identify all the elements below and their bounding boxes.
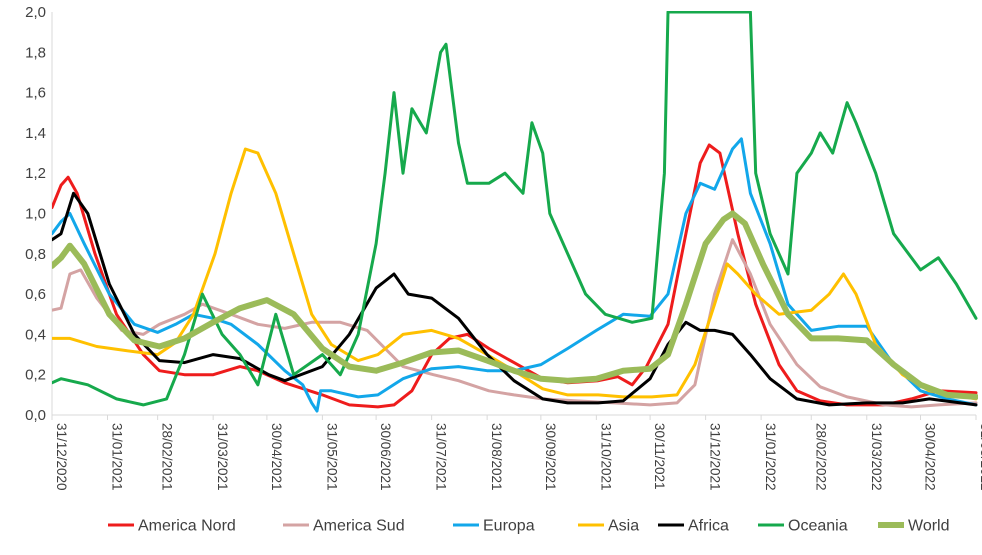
legend-item: America Sud	[283, 518, 405, 535]
x-tick-label: 31/01/2021	[110, 423, 125, 491]
y-tick-label: 1,2	[25, 165, 46, 182]
y-tick-label: 0,8	[25, 246, 46, 263]
x-tick-label: 30/11/2021	[652, 423, 667, 490]
legend-item: America Nord	[108, 518, 236, 535]
x-tick-label: 31/08/2021	[489, 423, 504, 491]
x-tick-label: 28/02/2021	[160, 423, 175, 491]
legend: America Nord America Sud Europa Asia Africa O…	[108, 518, 950, 535]
legend-label: Africa	[688, 518, 729, 535]
series-line-oceania	[52, 11, 978, 407]
y-tick-label: 1,4	[25, 125, 46, 142]
series-line-europa	[52, 137, 978, 413]
x-tick-label: 31/03/2022	[869, 423, 884, 491]
x-tick-label: 31/10/2021	[598, 423, 613, 491]
legend-item: Europa	[453, 518, 535, 535]
x-axis: 31/12/2020 31/01/2021 28/02/2021 31/03/2021…	[51, 414, 982, 491]
y-tick-label: 0,4	[25, 326, 46, 343]
legend-item: Oceania	[758, 518, 848, 535]
x-tick-label: 31/12/2021	[708, 423, 723, 491]
x-tick-label: 31/07/2021	[434, 423, 449, 491]
y-tick-label: 1,0	[25, 206, 46, 223]
legend-item: Asia	[578, 518, 639, 535]
x-tick-label: 31/03/2021	[215, 423, 230, 491]
x-tick-label: 31/01/2022	[763, 423, 778, 491]
legend-item: Africa	[658, 518, 729, 535]
legend-item: World	[878, 518, 950, 535]
legend-label: Oceania	[788, 518, 848, 535]
legend-label: America Sud	[313, 518, 405, 535]
series-line-africa	[52, 191, 978, 407]
series-line-america-nord	[52, 143, 978, 409]
legend-label: America Nord	[138, 518, 236, 535]
series-line-america-sud	[52, 238, 978, 409]
legend-label: Europa	[483, 518, 535, 535]
y-tick-label: 0,6	[25, 286, 46, 303]
y-tick-label: 2,0	[25, 4, 46, 21]
series-line-world	[52, 210, 978, 400]
x-tick-label: 31/12/2020	[54, 423, 69, 491]
x-tick-label: 30/09/2021	[543, 423, 558, 491]
x-tick-label: 30/06/2021	[378, 423, 393, 491]
legend-label: World	[908, 518, 950, 535]
series-layer	[52, 11, 978, 413]
y-tick-label: 0,0	[25, 407, 46, 424]
y-tick-label: 1,6	[25, 85, 46, 102]
y-tick-label: 0,2	[25, 367, 46, 384]
legend-label: Asia	[608, 518, 639, 535]
x-tick-label: 30/04/2021	[269, 423, 284, 491]
x-tick-label: 31/05/2022	[978, 423, 982, 491]
x-tick-label: 28/02/2022	[813, 423, 828, 491]
y-tick-label: 1,8	[25, 44, 46, 61]
x-tick-label: 31/05/2021	[324, 423, 339, 491]
y-axis: 0,0 0,2 0,4 0,6 0,8 1,0 1,2 1,4 1,6 1,8 2,0	[25, 4, 53, 424]
x-tick-label: 30/04/2022	[922, 423, 937, 491]
